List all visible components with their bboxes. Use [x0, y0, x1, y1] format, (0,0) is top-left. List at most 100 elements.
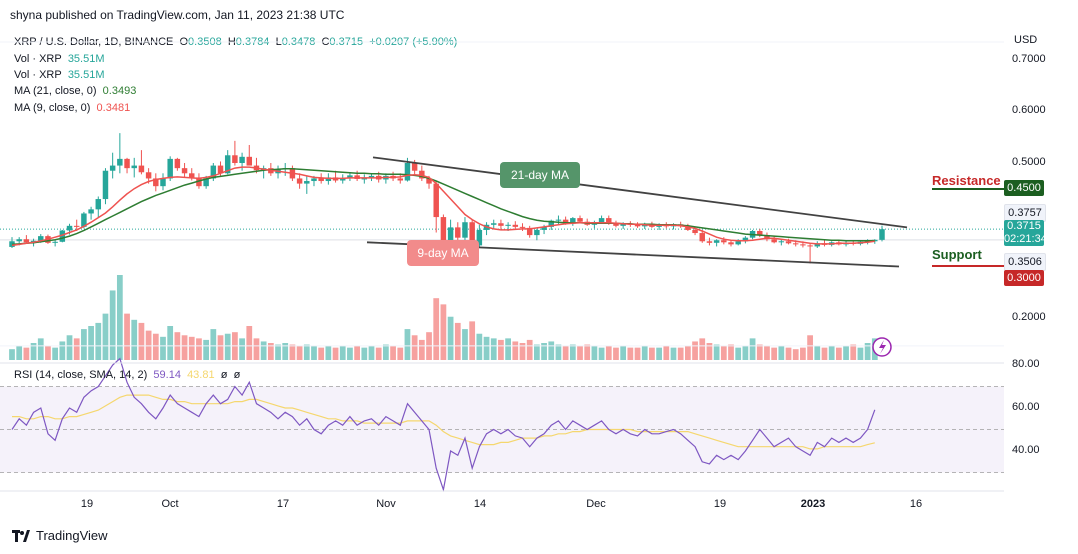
footer-brand[interactable]: TradingView: [12, 528, 108, 543]
candle-body: [296, 178, 303, 184]
candle-body: [189, 173, 195, 178]
volume-bar: [728, 344, 734, 360]
candle-body: [505, 224, 511, 226]
volume-bar: [368, 346, 375, 360]
volume-bar: [512, 341, 519, 360]
rsi-legend[interactable]: RSI (14, close, SMA, 14, 2) 59.14 43.81 …: [14, 369, 240, 381]
volume-bar: [656, 347, 662, 360]
x-tick: Nov: [376, 498, 396, 510]
volume-bar: [735, 347, 742, 360]
candle-body: [469, 222, 475, 246]
x-tick: Oct: [161, 498, 179, 510]
price-tick: 0.5000: [1012, 156, 1046, 168]
rsi-panel: [0, 357, 1004, 492]
volume-bar: [634, 347, 641, 360]
candle-body: [598, 218, 605, 223]
tradingview-logo-icon: [12, 529, 30, 542]
ma21-label: MA (21, close, 0): [14, 85, 97, 97]
volume-bar: [224, 333, 231, 360]
candle-body: [23, 239, 30, 243]
volume-bar: [167, 326, 174, 360]
volume-legend-2[interactable]: Vol · XRP 35.51M: [14, 67, 105, 83]
volume-bar: [670, 347, 677, 360]
candle-body: [534, 229, 540, 236]
candle-body: [498, 223, 504, 226]
volume-bar: [483, 336, 490, 360]
volume-bar: [188, 336, 195, 360]
price-chart[interactable]: [0, 0, 1004, 492]
ma21-value: 0.3493: [102, 85, 137, 97]
rsi-sma-value: 43.81: [187, 369, 215, 381]
candle-body: [742, 237, 749, 242]
volume-bar: [375, 347, 382, 360]
candle-body: [217, 165, 224, 174]
candle-body: [145, 172, 152, 179]
ma9-label: MA (9, close, 0): [14, 102, 91, 114]
volume-bar: [52, 347, 59, 360]
candle-body: [59, 230, 66, 242]
volume-bar: [73, 338, 80, 360]
candle-body: [318, 178, 324, 182]
volume-legend-1[interactable]: Vol · XRP 35.51M: [14, 51, 105, 67]
volume-bar: [613, 347, 619, 360]
resistance-price-tag: 0.4500: [1004, 180, 1044, 196]
rsi-sma-line: [12, 394, 875, 450]
candle-body: [88, 209, 94, 214]
candle-body: [239, 156, 245, 163]
moving-averages: [11, 166, 875, 247]
ma21-legend[interactable]: MA (21, close, 0) 0.3493: [14, 83, 136, 99]
candle-body: [555, 219, 562, 221]
bar-countdown: 02:21:34: [1004, 233, 1047, 245]
candle-body: [404, 163, 411, 181]
candle-body: [66, 225, 73, 231]
volume-bar: [577, 346, 583, 360]
volume-bar: [296, 346, 303, 360]
candle-body: [153, 178, 159, 187]
x-tick: 16: [909, 498, 923, 510]
candle-body: [124, 158, 130, 169]
volume-bar: [59, 341, 66, 360]
candle-body: [38, 236, 44, 241]
volume-bar: [756, 344, 763, 360]
candle-body: [613, 223, 619, 226]
ma9-legend[interactable]: MA (9, close, 0) 0.3481: [14, 100, 130, 116]
currency-label[interactable]: USD: [1014, 34, 1038, 46]
volume-bar: [677, 347, 684, 360]
price-tick: 0.6000: [1012, 104, 1046, 116]
x-tick: 2023: [800, 498, 826, 510]
candle-body: [232, 155, 238, 163]
candle-body: [411, 163, 418, 171]
volume-bar: [505, 338, 511, 360]
candle-body: [548, 220, 554, 227]
volume-bar: [462, 329, 468, 360]
candle-body: [347, 175, 353, 179]
candle-body: [52, 241, 58, 243]
volume-bar: [203, 339, 210, 360]
candle-body: [699, 233, 705, 242]
candle-body: [620, 223, 626, 226]
volume-bar: [124, 313, 130, 360]
candle-body: [203, 178, 209, 187]
x-tick: 17: [276, 498, 290, 510]
volume-bar: [397, 347, 404, 360]
volume-bar: [519, 343, 526, 360]
volume-bar: [282, 343, 289, 360]
low-price-tag: 0.3506: [1004, 253, 1046, 271]
volume-bar: [116, 275, 123, 360]
candle-body: [109, 165, 116, 171]
volume-bar: [131, 319, 138, 360]
volume-bar: [562, 346, 569, 360]
support-price-tag: 0.3000: [1004, 270, 1044, 286]
candle-body: [807, 245, 813, 247]
ma9-callout: 9-day MA: [407, 240, 479, 266]
candle-body: [814, 243, 821, 247]
theme-toggle-button[interactable]: [872, 337, 892, 357]
candle-body: [181, 168, 188, 174]
volume-bar: [807, 335, 813, 360]
volume-bar: [778, 346, 785, 360]
volume-bar: [217, 335, 224, 360]
volume-bar: [843, 346, 849, 360]
candle-body: [117, 158, 123, 166]
candle-body: [167, 158, 173, 179]
volume-bar: [361, 347, 368, 360]
